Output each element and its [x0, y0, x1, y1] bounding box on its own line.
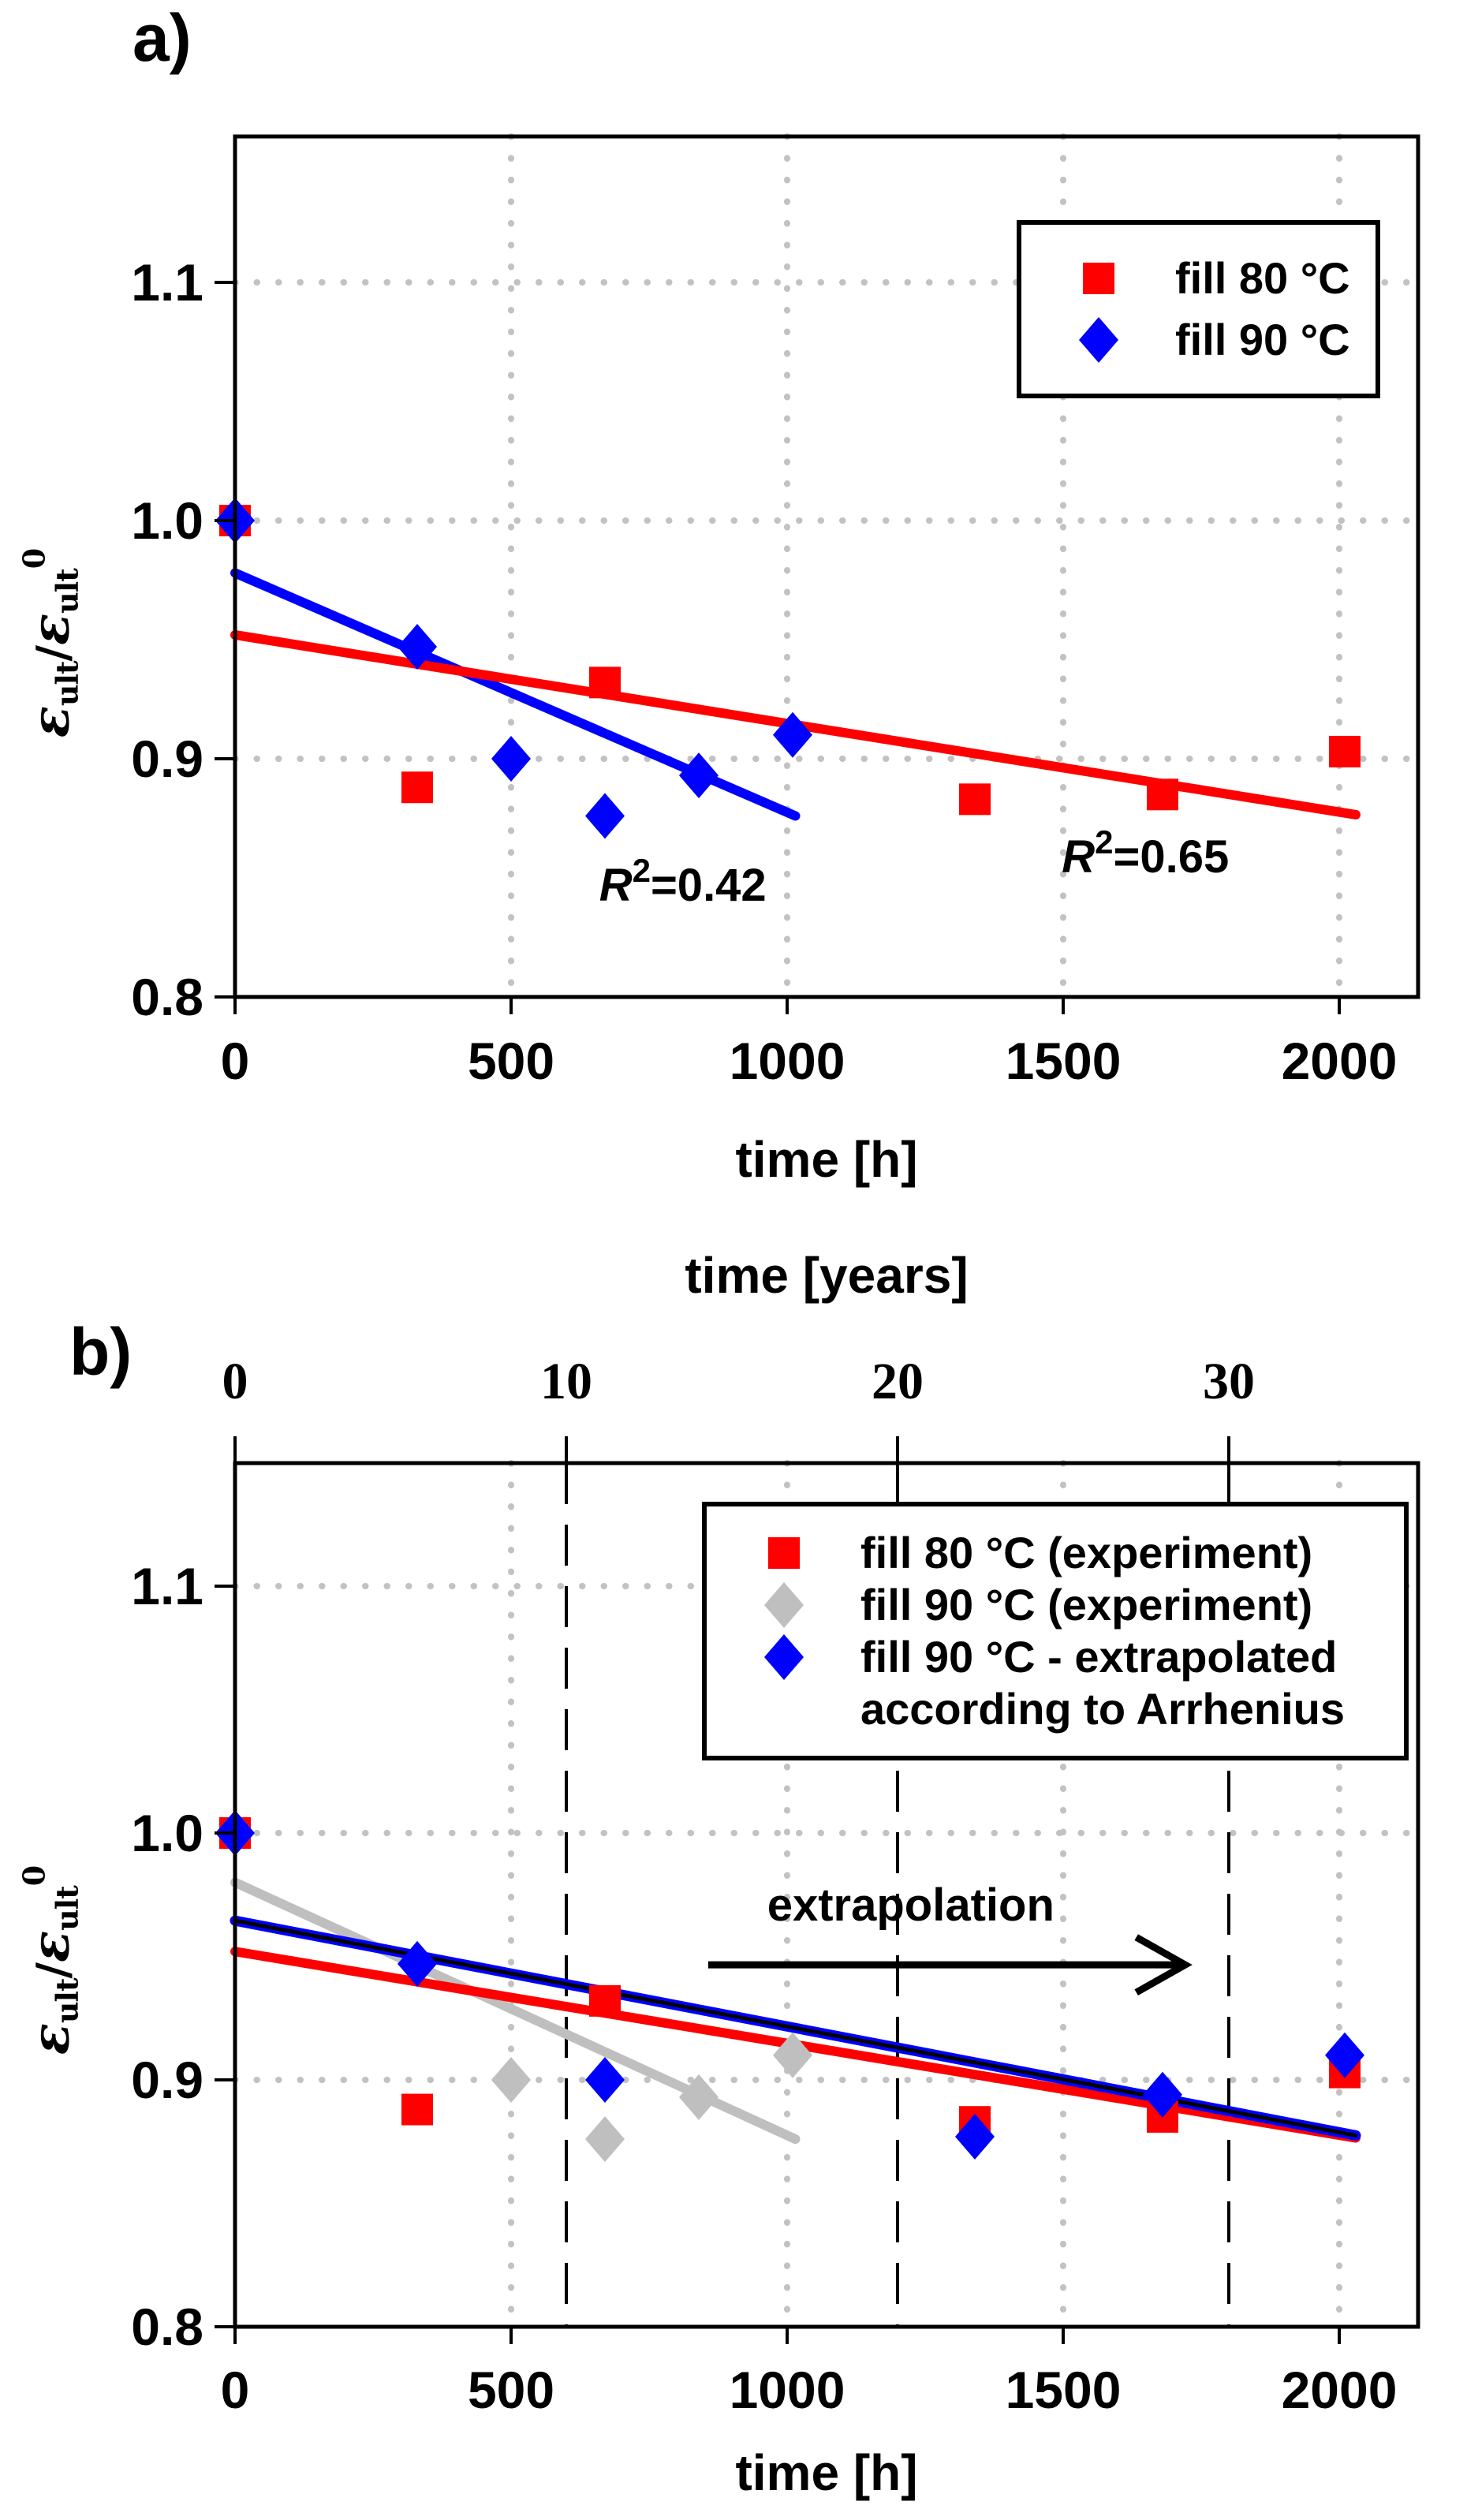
panel-b: extrapolation: [215, 1436, 1421, 2344]
legend-label: fill 90 °C - extrapolated: [860, 1632, 1338, 1682]
data-point-square: [589, 666, 621, 699]
legend-diamond-icon: [707, 1633, 860, 1682]
r-squared-annotation: R2=0.65: [1062, 823, 1229, 883]
x-axis-title-panel-a: time [h]: [735, 1131, 918, 1188]
y-axis-title-panel-b: εult/εult0: [17, 1865, 85, 2055]
legend-diamond: [763, 1582, 804, 1628]
y-tick-label-0.8: 0.8: [131, 968, 203, 1026]
y-tick-label-0.9: 0.9: [131, 730, 203, 788]
legend-row: fill 90 °C: [1021, 309, 1376, 371]
legend-label: fill 90 °C (experiment): [860, 1580, 1313, 1630]
top-axis-title-panel-b: time [years]: [685, 1247, 969, 1304]
x-tick-label-0: 0: [220, 2361, 250, 2419]
epsilon-subscript: ult: [49, 1886, 85, 1931]
legend-square-icon: [1021, 254, 1175, 303]
legend-row: according to Arrhenius: [707, 1683, 1404, 1735]
x-tick-label-1000: 1000: [729, 1032, 845, 1090]
years-tick-label-10: 10: [540, 1353, 592, 1410]
slash: /: [27, 645, 80, 662]
legend-square: [1082, 263, 1114, 294]
legend-square-icon: [707, 1529, 860, 1577]
legend-diamond: [763, 1634, 804, 1680]
x-tick-label-1500: 1500: [1005, 2361, 1122, 2419]
slash: /: [27, 1962, 80, 1979]
diamond-glyph: [763, 1582, 804, 1628]
x-tick-label-1500: 1500: [1005, 1032, 1122, 1090]
y-tick-label-0.8: 0.8: [131, 2298, 203, 2356]
data-point-square: [959, 783, 991, 816]
legend-diamond-icon: [707, 1581, 860, 1630]
x-tick-label-500: 500: [467, 1032, 555, 1090]
data-point-diamond: [679, 2074, 719, 2120]
legend-label: fill 80 °C (experiment): [860, 1528, 1313, 1577]
data-point-square: [589, 1984, 621, 2017]
epsilon-symbol: ε: [19, 1930, 81, 1962]
x-tick-label-500: 500: [467, 2361, 555, 2419]
r-squared-annotation: R2=0.42: [599, 852, 767, 911]
panel-b-label: b): [69, 1315, 133, 1389]
years-tick-label-0: 0: [222, 1353, 248, 1410]
epsilon-subscript: ult: [49, 661, 85, 707]
years-tick-label-30: 30: [1203, 1353, 1255, 1410]
x-tick-label-1000: 1000: [729, 2361, 845, 2419]
data-point-square: [1147, 778, 1178, 811]
legend-square: [767, 1537, 800, 1569]
data-point-square: [401, 2093, 433, 2126]
y-axis-title-panel-a: εult/εult0: [17, 548, 85, 737]
legend-label: according to Arrhenius: [860, 1684, 1346, 1734]
plot-frame: [233, 1461, 1420, 2329]
legend-row: fill 90 °C - extrapolated: [707, 1631, 1404, 1683]
data-point-diamond: [491, 2057, 531, 2103]
y-tick-label-1.1: 1.1: [131, 1557, 203, 1615]
extrapolation-arrow-head: [1134, 1934, 1193, 1996]
years-tick-label-20: 20: [872, 1353, 924, 1410]
extrapolation-label: extrapolation: [767, 1880, 1055, 1931]
data-point-diamond: [585, 2116, 625, 2163]
y-tick-label-1.0: 1.0: [131, 1804, 203, 1862]
epsilon-symbol: ε: [19, 613, 81, 645]
panel-a: R2=0.42 R2=0.65: [215, 133, 1421, 1014]
legend-panel-b: fill 80 °C (experiment) fill 90 °C (exper…: [702, 1502, 1409, 1760]
legend-row: fill 90 °C (experiment): [707, 1579, 1404, 1631]
x-tick-label-2000: 2000: [1281, 2361, 1398, 2419]
data-point-diamond: [398, 624, 437, 670]
y-tick-label-0.9: 0.9: [131, 2051, 203, 2109]
epsilon-subscript: ult: [49, 569, 85, 614]
data-point-diamond: [955, 2113, 995, 2160]
legend-label: fill 90 °C: [1175, 315, 1350, 364]
x-tick-label-2000: 2000: [1281, 1032, 1398, 1090]
square-glyph: [767, 1537, 800, 1569]
data-point-diamond: [585, 2057, 625, 2103]
data-point-diamond: [679, 752, 719, 799]
y-tick-label-1.0: 1.0: [131, 491, 203, 550]
legend-row: fill 80 °C (experiment): [707, 1527, 1404, 1579]
legend-label: fill 80 °C: [1175, 253, 1350, 303]
legend-row: fill 80 °C: [1021, 248, 1376, 309]
data-point-diamond: [773, 711, 812, 758]
panel-a-label: a): [133, 1, 192, 75]
data-point-square: [1329, 735, 1361, 767]
data-point-diamond: [773, 2032, 812, 2078]
diamond-glyph: [763, 1634, 804, 1680]
epsilon-subscript: ult: [49, 1978, 85, 2024]
data-point-diamond: [1143, 2071, 1182, 2118]
plot-frame: [233, 134, 1420, 999]
data-point-diamond: [1325, 2032, 1364, 2078]
epsilon-superscript-zero: 0: [16, 1865, 52, 1887]
x-axis-title-panel-b: time [h]: [735, 2444, 918, 2501]
legend-diamond-icon: [1021, 315, 1175, 364]
data-point-diamond: [491, 736, 531, 782]
legend-diamond: [1078, 317, 1118, 363]
square-glyph: [1082, 263, 1114, 294]
data-point-diamond: [398, 1940, 437, 1987]
data-point-diamond: [585, 793, 625, 839]
data-point-square: [401, 771, 433, 804]
x-tick-label-0: 0: [220, 1032, 250, 1090]
diamond-glyph: [1078, 317, 1118, 363]
y-tick-label-1.1: 1.1: [131, 253, 203, 312]
legend-panel-a: fill 80 °C fill 90 °C: [1017, 220, 1380, 398]
